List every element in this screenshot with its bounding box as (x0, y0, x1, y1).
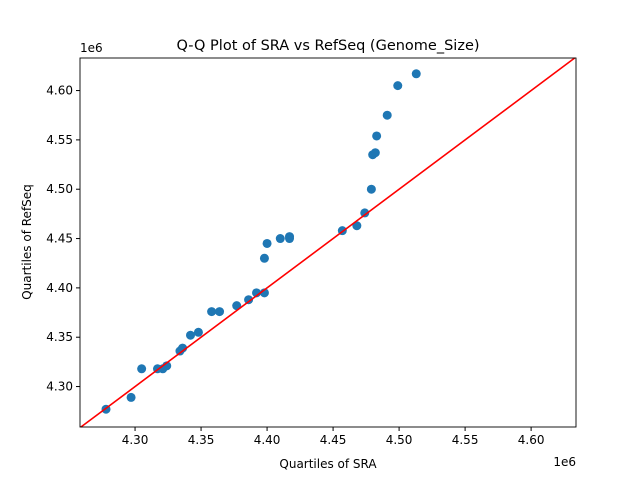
data-point (193, 327, 203, 337)
data-point (360, 208, 370, 218)
data-point (244, 295, 254, 305)
data-point (275, 234, 285, 244)
chart-title: Q-Q Plot of SRA vs RefSeq (Genome_Size) (176, 38, 479, 54)
x-tick-label: 4.40 (254, 433, 281, 447)
reference-line (80, 57, 576, 428)
data-point (126, 392, 136, 402)
data-point (259, 253, 269, 263)
data-point (186, 330, 196, 340)
data-point (393, 81, 403, 91)
data-point (262, 238, 272, 248)
data-point (382, 110, 392, 120)
data-point (372, 131, 382, 141)
data-point (232, 301, 242, 311)
x-tick-label: 4.45 (320, 433, 347, 447)
y-offset-label: 1e6 (80, 41, 103, 55)
x-tick-label: 4.35 (188, 433, 215, 447)
data-point (352, 221, 362, 231)
y-axis-label: Quartiles of RefSeq (20, 184, 34, 300)
data-point (137, 364, 147, 374)
x-tick-label: 4.30 (122, 433, 149, 447)
y-tick-label: 4.55 (46, 133, 73, 147)
data-point (215, 307, 225, 317)
y-tick-label: 4.35 (46, 330, 73, 344)
data-point (411, 69, 421, 79)
x-tick-label: 4.50 (386, 433, 413, 447)
x-tick-label: 4.55 (452, 433, 479, 447)
x-tick-label: 4.60 (518, 433, 545, 447)
data-point (370, 148, 380, 158)
y-tick-label: 4.30 (46, 380, 73, 394)
y-tick-label: 4.50 (46, 182, 73, 196)
x-axis-label: Quartiles of SRA (279, 457, 377, 471)
y-tick-label: 4.40 (46, 281, 73, 295)
y-tick-label: 4.60 (46, 84, 73, 98)
y-tick-label: 4.45 (46, 232, 73, 246)
data-point (285, 234, 295, 244)
data-point (207, 307, 217, 317)
axes-frame (79, 57, 577, 428)
x-offset-label: 1e6 (553, 455, 576, 469)
data-point (366, 184, 376, 194)
